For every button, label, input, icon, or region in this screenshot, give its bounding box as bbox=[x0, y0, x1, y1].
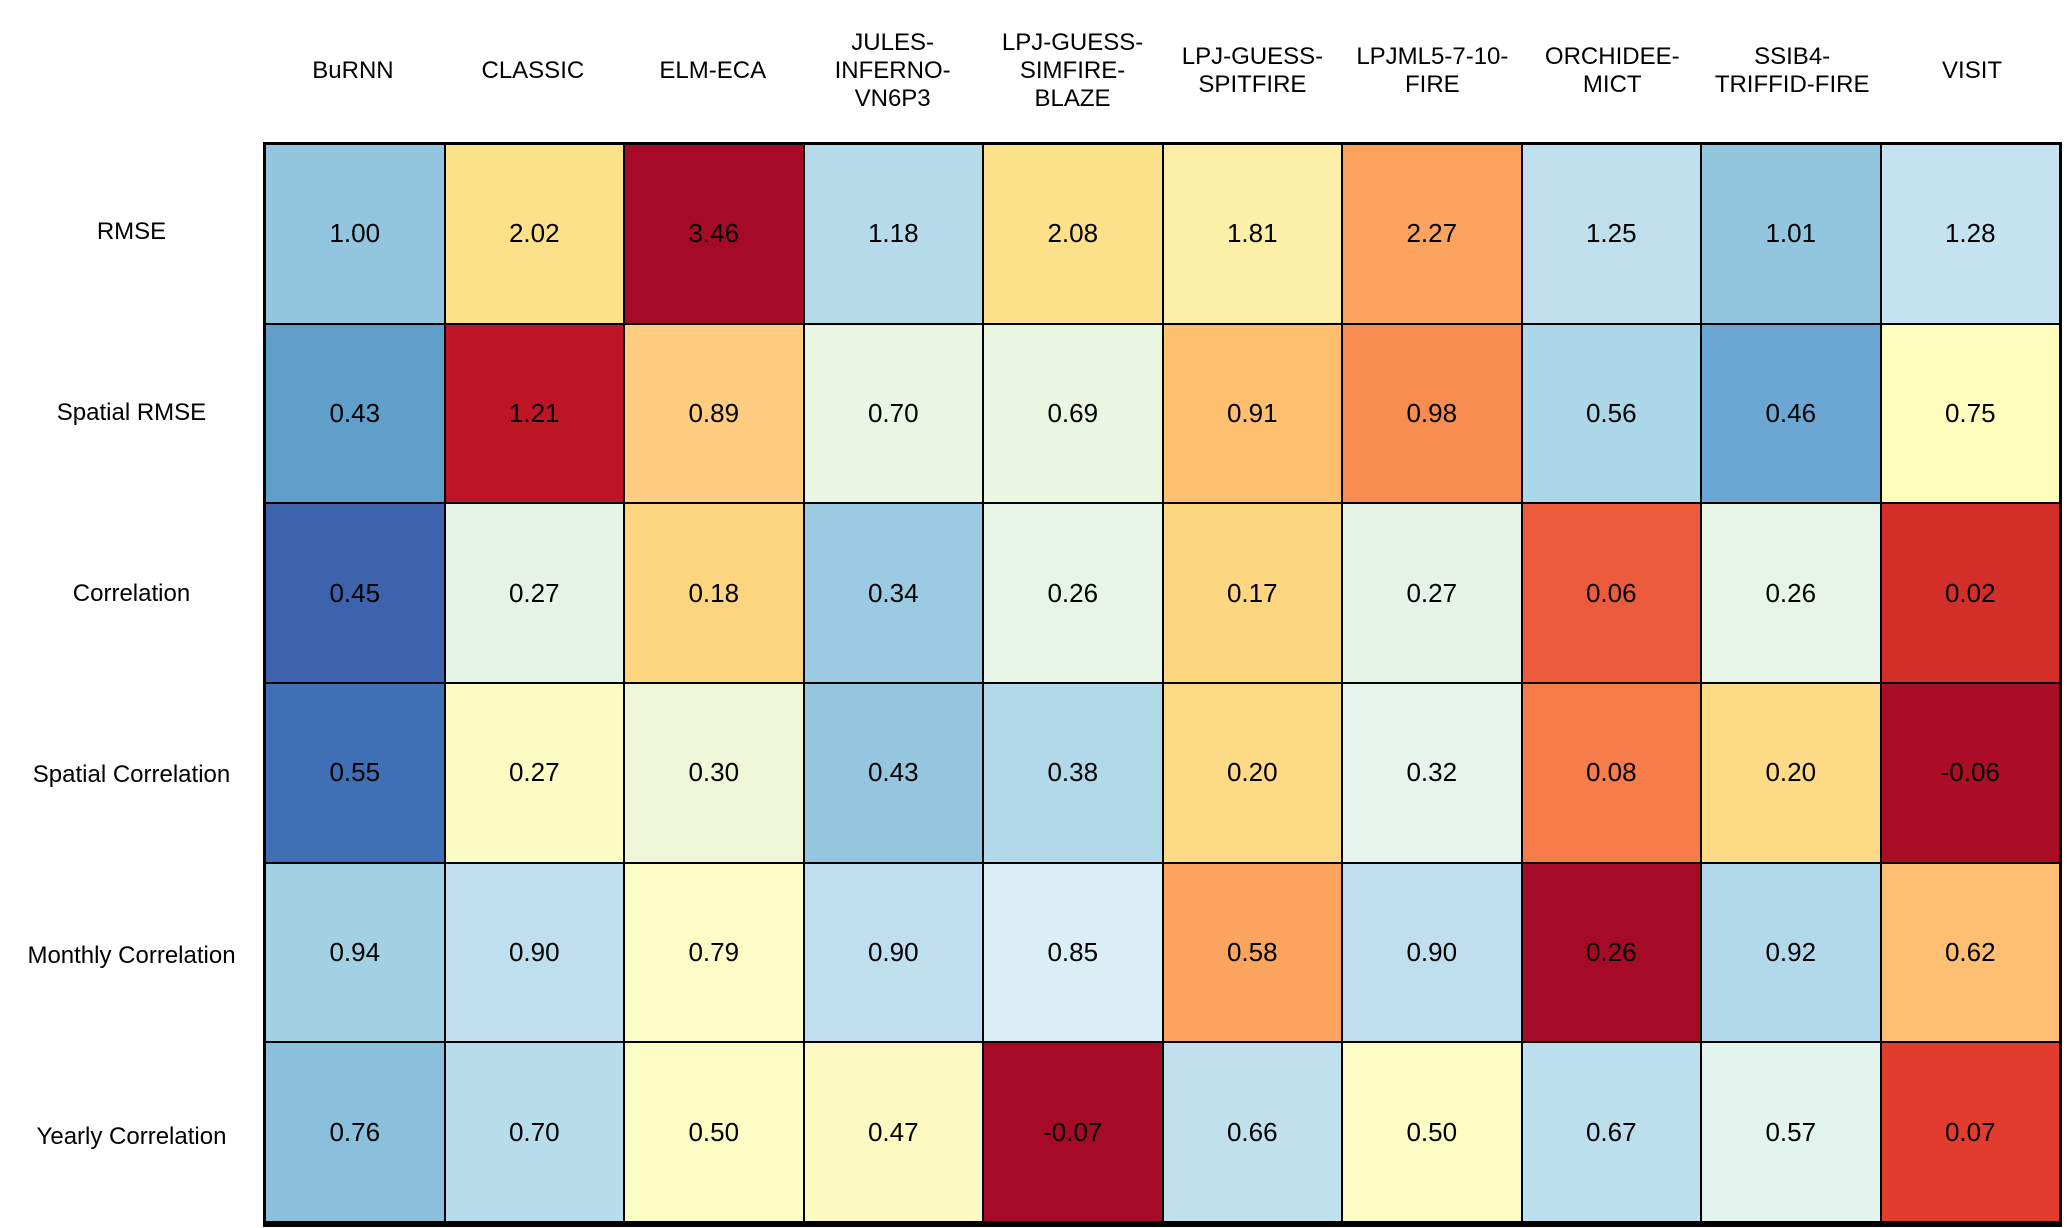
heatmap-cell: 0.46 bbox=[1701, 323, 1881, 504]
heatmap-cell: 0.66 bbox=[1162, 1042, 1342, 1222]
row-label: RMSE bbox=[96, 218, 167, 246]
heatmap-cell: 0.90 bbox=[1342, 862, 1522, 1043]
column-header: LPJ-GUESS-SIMFIRE-BLAZE bbox=[1001, 28, 1144, 113]
column-header: LPJ-GUESS-SPITFIRE bbox=[1181, 42, 1324, 98]
heatmap-cell: 0.98 bbox=[1342, 323, 1522, 504]
heatmap-cell: 0.70 bbox=[803, 323, 983, 504]
heatmap-cell: 0.26 bbox=[1701, 503, 1881, 683]
row-label: Spatial RMSE bbox=[56, 399, 207, 427]
row-label-column: RMSE Spatial RMSE Correlation Spatial Corre… bbox=[0, 142, 263, 1227]
heatmap-cell: 2.08 bbox=[983, 144, 1163, 324]
heatmap-cell: 0.70 bbox=[444, 1042, 624, 1222]
heatmap-grid: 1.00 2.02 3.46 1.18 2.08 1.81 2.27 1.25 1.01 1.28… bbox=[263, 142, 2062, 1227]
heatmap-cell: 0.58 bbox=[1162, 862, 1342, 1043]
heatmap-cell: 0.69 bbox=[983, 323, 1163, 504]
row-label: Monthly Correlation bbox=[27, 941, 236, 969]
heatmap-cell: 0.45 bbox=[265, 503, 445, 683]
heatmap-cell: 1.18 bbox=[803, 144, 983, 324]
heatmap-cell: 0.56 bbox=[1521, 323, 1701, 504]
heatmap-cell: 0.27 bbox=[444, 503, 624, 683]
heatmap-cell: 0.20 bbox=[1701, 683, 1881, 863]
heatmap-cell: 0.43 bbox=[803, 683, 983, 863]
column-header: VISIT bbox=[1942, 56, 2003, 84]
heatmap-cell: 0.50 bbox=[624, 1042, 804, 1222]
column-header: ORCHIDEE-MICT bbox=[1544, 42, 1680, 98]
heatmap-cell: 0.17 bbox=[1162, 503, 1342, 683]
heatmap-cell: 3.46 bbox=[624, 144, 804, 324]
heatmap-cell: 0.20 bbox=[1162, 683, 1342, 863]
column-header-row: BuRNN CLASSIC ELM-ECA JULES-INFERNO-VN6P3 LP… bbox=[263, 0, 2062, 142]
heatmap-cell: 1.21 bbox=[444, 323, 624, 504]
heatmap-cell: 0.47 bbox=[803, 1042, 983, 1222]
heatmap-cell: 0.38 bbox=[983, 683, 1163, 863]
heatmap-cell: 0.90 bbox=[444, 862, 624, 1043]
heatmap-cell: 1.00 bbox=[265, 144, 445, 324]
heatmap-cell: 0.26 bbox=[983, 503, 1163, 683]
heatmap-cell: 0.08 bbox=[1521, 683, 1701, 863]
heatmap-cell: 0.27 bbox=[444, 683, 624, 863]
heatmap-cell: 2.02 bbox=[444, 144, 624, 324]
heatmap-cell: 0.90 bbox=[803, 862, 983, 1043]
heatmap-cell: 1.81 bbox=[1162, 144, 1342, 324]
heatmap-cell: 0.89 bbox=[624, 323, 804, 504]
heatmap-cell: 1.01 bbox=[1701, 144, 1881, 324]
heatmap-cell: 0.32 bbox=[1342, 683, 1522, 863]
heatmap-cell: 0.57 bbox=[1701, 1042, 1881, 1222]
heatmap-cell: 1.28 bbox=[1880, 144, 2060, 324]
heatmap-cell: 0.02 bbox=[1880, 503, 2060, 683]
column-header: BuRNN bbox=[312, 56, 394, 84]
column-header: LPJML5-7-10-FIRE bbox=[1356, 42, 1509, 98]
heatmap-cell: 0.94 bbox=[265, 862, 445, 1043]
heatmap-cell: -0.06 bbox=[1880, 683, 2060, 863]
row-label: Yearly Correlation bbox=[36, 1122, 227, 1150]
heatmap-cell: 1.25 bbox=[1521, 144, 1701, 324]
heatmap-cell: 0.76 bbox=[265, 1042, 445, 1222]
heatmap-cell: 0.75 bbox=[1880, 323, 2060, 504]
heatmap-cell: 0.62 bbox=[1880, 862, 2060, 1043]
heatmap-cell: 0.18 bbox=[624, 503, 804, 683]
heatmap-cell: 0.34 bbox=[803, 503, 983, 683]
heatmap-cell: 0.50 bbox=[1342, 1042, 1522, 1222]
row-label: Spatial Correlation bbox=[32, 760, 231, 788]
heatmap-cell: 2.27 bbox=[1342, 144, 1522, 324]
heatmap-cell: 0.27 bbox=[1342, 503, 1522, 683]
heatmap-cell: 0.07 bbox=[1880, 1042, 2060, 1222]
row-label: Correlation bbox=[72, 580, 191, 608]
column-header: ELM-ECA bbox=[659, 56, 767, 84]
heatmap-cell: 0.43 bbox=[265, 323, 445, 504]
column-header: CLASSIC bbox=[481, 56, 585, 84]
heatmap-cell: 0.55 bbox=[265, 683, 445, 863]
heatmap-cell: 0.06 bbox=[1521, 503, 1701, 683]
heatmap-cell: 0.91 bbox=[1162, 323, 1342, 504]
column-header: JULES-INFERNO-VN6P3 bbox=[834, 28, 951, 113]
heatmap-cell: 0.79 bbox=[624, 862, 804, 1043]
heatmap-cell: 0.92 bbox=[1701, 862, 1881, 1043]
heatmap-cell: 0.85 bbox=[983, 862, 1163, 1043]
column-header: SSIB4-TRIFFID-FIRE bbox=[1714, 42, 1870, 98]
heatmap-cell: 0.67 bbox=[1521, 1042, 1701, 1222]
heatmap-cell: 0.26 bbox=[1521, 862, 1701, 1043]
heatmap-cell: -0.07 bbox=[983, 1042, 1163, 1222]
heatmap-cell: 0.30 bbox=[624, 683, 804, 863]
